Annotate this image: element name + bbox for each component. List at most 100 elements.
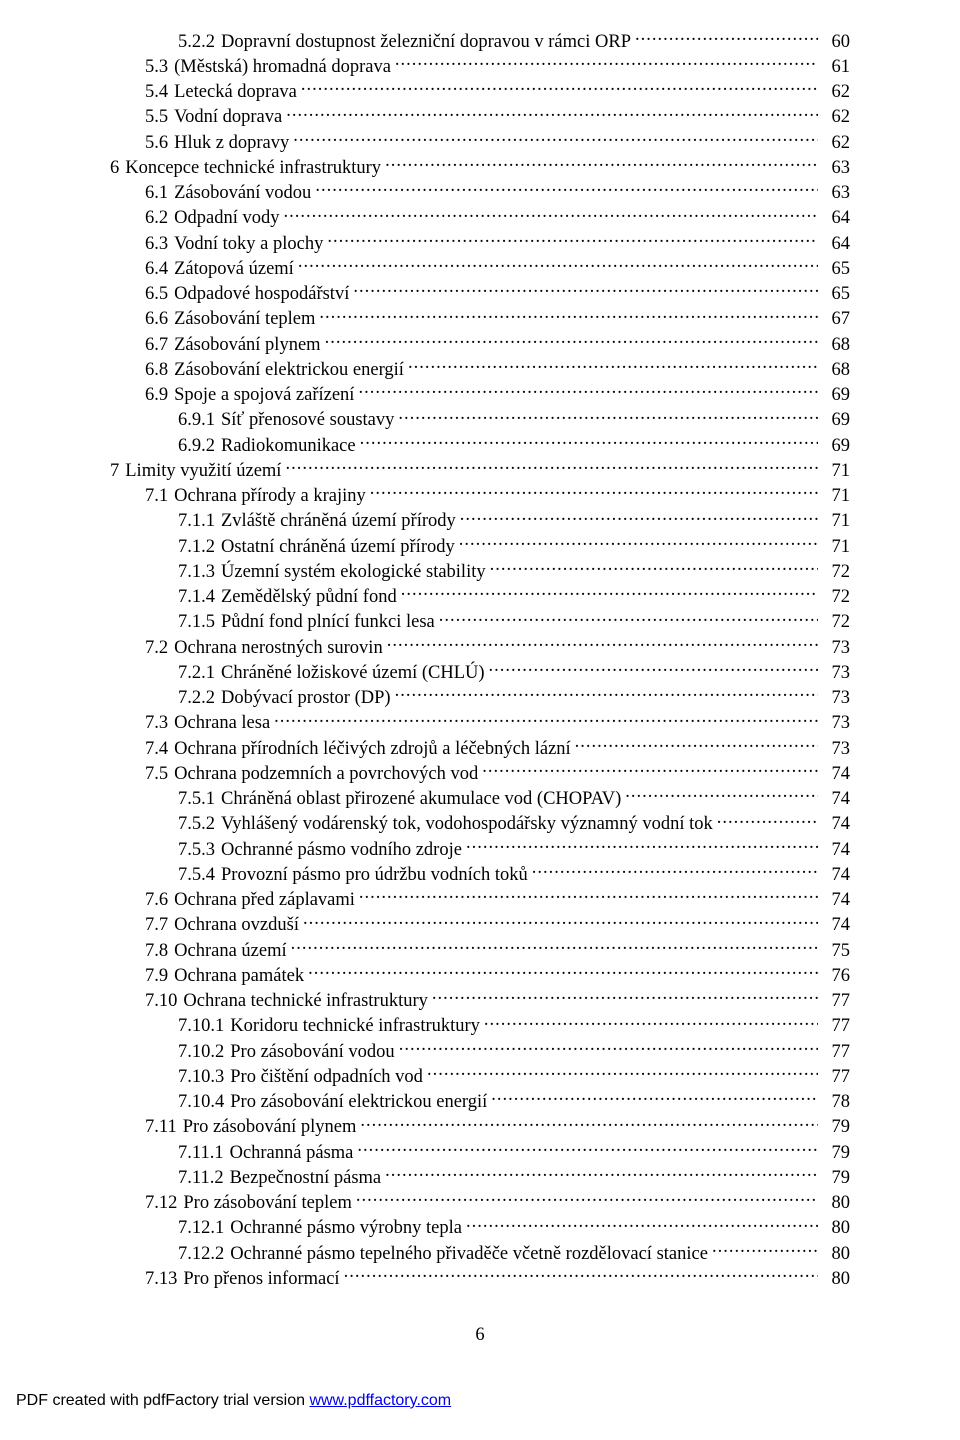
toc-entry-label: Zásobování elektrickou energií: [174, 359, 408, 382]
toc-leader-dots: [358, 382, 818, 401]
toc-entry-page: 72: [818, 561, 850, 584]
toc-leader-dots: [385, 154, 818, 173]
toc-entry-page: 79: [818, 1142, 850, 1165]
toc-entry-page: 65: [818, 283, 850, 306]
toc-entry-label: Letecká doprava: [174, 81, 301, 104]
toc-entry-number: 6.6: [145, 308, 174, 331]
toc-entry-page: 80: [818, 1217, 850, 1240]
toc-entry-label: Radiokomunikace: [221, 435, 360, 458]
toc-leader-dots: [491, 1089, 818, 1108]
toc-entry: 7.1Ochrana přírody a krajiny71: [110, 483, 850, 508]
toc-entry-number: 6.8: [145, 359, 174, 382]
toc-entry-number: 7.6: [145, 889, 174, 912]
toc-leader-dots: [308, 962, 818, 981]
toc-entry-label: Koncepce technické infrastruktury: [125, 157, 385, 180]
toc-entry-label: Vyhlášený vodárenský tok, vodohospodářsk…: [221, 813, 717, 836]
toc-entry-number: 7.2.2: [178, 687, 221, 710]
toc-entry-number: 6.9: [145, 384, 174, 407]
toc-entry-page: 62: [818, 132, 850, 155]
toc-entry-label: Zásobování vodou: [174, 182, 315, 205]
toc-entry-number: 5.5: [145, 106, 174, 129]
toc-entry-page: 69: [818, 435, 850, 458]
toc-entry-label: Vodní doprava: [174, 106, 286, 129]
toc-entry: 6.2Odpadní vody64: [110, 205, 850, 230]
toc-entry-page: 79: [818, 1116, 850, 1139]
toc-entry: 6.9.1Síť přenosové soustavy69: [110, 407, 850, 432]
toc-entry-label: Ochranné pásmo tepelného přivaděče včetn…: [230, 1243, 712, 1266]
toc-entry: 7.1.3Územní systém ekologické stability 7…: [110, 558, 850, 583]
toc-entry-label: Dobývací prostor (DP): [221, 687, 395, 710]
toc-entry-label: Ochrana lesa: [174, 712, 274, 735]
toc-entry-number: 7: [110, 460, 125, 483]
toc-entry-label: Pro zásobování teplem: [183, 1192, 356, 1215]
toc-leader-dots: [575, 735, 818, 754]
toc-entry-page: 60: [818, 31, 850, 54]
toc-entry-label: (Městská) hromadná doprava: [174, 56, 395, 79]
toc-entry-page: 69: [818, 384, 850, 407]
toc-entry: 7.7Ochrana ovzduší74: [110, 912, 850, 937]
toc-entry: 6.9.2Radiokomunikace69: [110, 432, 850, 457]
toc-leader-dots: [370, 483, 818, 502]
footer-prefix: PDF created with pdfFactory trial versio…: [16, 1392, 309, 1409]
toc-entry-number: 6.7: [145, 334, 174, 357]
toc-entry: 7.3Ochrana lesa73: [110, 710, 850, 735]
toc-entry-number: 6.2: [145, 207, 174, 230]
toc-entry: 7.11.2Bezpečnostní pásma79: [110, 1164, 850, 1189]
toc-entry: 7.12Pro zásobování teplem80: [110, 1190, 850, 1215]
toc-entry-page: 79: [818, 1167, 850, 1190]
toc-entry-number: 7.1.4: [178, 586, 221, 609]
toc-entry: 7.2.2Dobývací prostor (DP)73: [110, 685, 850, 710]
toc-entry: 6.1Zásobování vodou63: [110, 180, 850, 205]
toc-leader-dots: [489, 659, 818, 678]
toc-entry: 6Koncepce technické infrastruktury63: [110, 154, 850, 179]
toc-entry-number: 7.8: [145, 940, 174, 963]
toc-entry: 7.9Ochrana památek76: [110, 962, 850, 987]
toc-entry-label: Pro zásobování plynem: [183, 1116, 361, 1139]
toc-entry: 7.11.1Ochranná pásma79: [110, 1139, 850, 1164]
toc-leader-dots: [712, 1240, 818, 1259]
toc-entry-page: 71: [818, 460, 850, 483]
toc-entry: 7.1.2Ostatní chráněná území přírody71: [110, 533, 850, 558]
toc-entry-label: Ostatní chráněná území přírody: [221, 536, 459, 559]
toc-entry-label: Zvláště chráněná území přírody: [221, 510, 460, 533]
toc-entry-number: 7.12: [145, 1192, 183, 1215]
toc-leader-dots: [301, 79, 818, 98]
toc-entry-page: 72: [818, 586, 850, 609]
toc-entry-number: 5.6: [145, 132, 174, 155]
footer-link[interactable]: www.pdffactory.com: [309, 1392, 451, 1409]
toc-leader-dots: [291, 937, 818, 956]
toc-entry: 7.2Ochrana nerostných surovin73: [110, 634, 850, 659]
toc-entry-label: Limity využití území: [125, 460, 285, 483]
toc-entry-page: 77: [818, 1066, 850, 1089]
toc-entry-page: 61: [818, 56, 850, 79]
toc-entry-number: 7.1.3: [178, 561, 221, 584]
toc-entry-label: Územní systém ekologické stability: [221, 561, 490, 584]
toc-entry-number: 5.3: [145, 56, 174, 79]
toc-entry-label: Odpadní vody: [174, 207, 283, 230]
toc-leader-dots: [303, 912, 818, 931]
toc-entry-label: Zásobování teplem: [174, 308, 319, 331]
toc-leader-dots: [395, 685, 818, 704]
toc-entry-number: 5.4: [145, 81, 174, 104]
toc-entry: 5.6Hluk z dopravy62: [110, 129, 850, 154]
toc-entry-number: 7.12.1: [178, 1217, 230, 1240]
toc-entry-page: 74: [818, 763, 850, 786]
toc-entry-number: 7.3: [145, 712, 174, 735]
toc-entry: 7.13Pro přenos informací80: [110, 1265, 850, 1290]
toc-entry-label: Ochrana nerostných surovin: [174, 637, 387, 660]
toc-leader-dots: [439, 609, 818, 628]
toc-entry-page: 78: [818, 1091, 850, 1114]
toc-leader-dots: [408, 356, 818, 375]
toc-entry: 7.11Pro zásobování plynem79: [110, 1114, 850, 1139]
toc-entry-number: 7.4: [145, 738, 174, 761]
toc-entry: 6.5Odpadové hospodářství65: [110, 281, 850, 306]
toc-leader-dots: [532, 861, 818, 880]
toc-entry-number: 5.2.2: [178, 31, 221, 54]
toc-entry-page: 74: [818, 889, 850, 912]
toc-entry-label: Zátopová území: [174, 258, 298, 281]
toc-entry-label: Zásobování plynem: [174, 334, 324, 357]
toc-entry-label: Ochrana přírody a krajiny: [174, 485, 370, 508]
toc-entry: 5.3(Městská) hromadná doprava 61: [110, 53, 850, 78]
toc-entry-label: Spoje a spojová zařízení: [174, 384, 358, 407]
toc-entry-label: Vodní toky a plochy: [174, 233, 327, 256]
